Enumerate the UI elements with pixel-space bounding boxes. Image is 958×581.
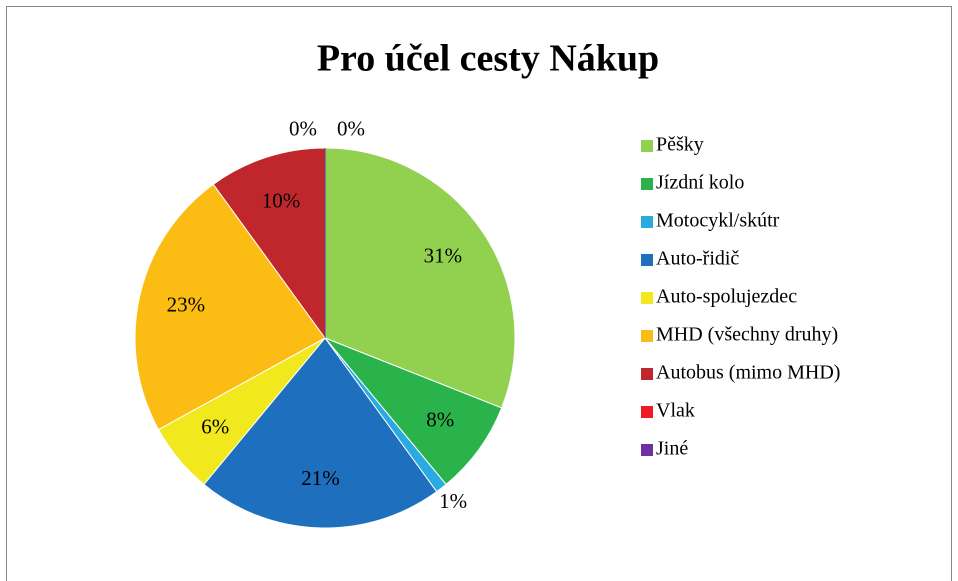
data-label: 10%: [262, 188, 301, 212]
legend-swatch: [641, 444, 653, 456]
legend-label: Jiné: [656, 438, 688, 460]
data-label: 6%: [201, 415, 229, 439]
chart-title: Pro účel cesty Nákup: [317, 38, 659, 80]
legend-label: Pěšky: [656, 134, 704, 156]
legend-label: Auto-spolujezdec: [656, 286, 797, 308]
legend-swatch: [641, 330, 653, 342]
legend-swatch: [641, 140, 653, 152]
legend-label: Auto-řidič: [656, 248, 739, 270]
legend-label: MHD (všechny druhy): [656, 324, 838, 346]
legend-swatch: [641, 368, 653, 380]
pie-slice: [324, 147, 516, 409]
pie-slice: [324, 337, 503, 486]
data-label: 0%: [289, 117, 317, 141]
data-label: 1%: [439, 489, 467, 513]
legend-swatch: [641, 216, 653, 228]
legend-label: Autobus (mimo MHD): [656, 362, 840, 384]
data-label: 21%: [301, 466, 340, 490]
legend-swatch: [641, 178, 653, 190]
pie-slice: [203, 337, 438, 529]
data-label: 8%: [426, 408, 454, 432]
legend-label: Jízdní kolo: [656, 172, 744, 194]
data-label: 0%: [337, 117, 365, 141]
pie-slice: [212, 147, 326, 340]
legend-swatch: [641, 292, 653, 304]
pie-slice: [134, 183, 326, 431]
data-label: 23%: [167, 293, 206, 317]
legend-label: Vlak: [656, 400, 695, 422]
legend-swatch: [641, 254, 653, 266]
legend-label: Motocykl/skútr: [656, 210, 780, 232]
data-label: 31%: [424, 244, 463, 268]
legend-swatch: [641, 406, 653, 418]
